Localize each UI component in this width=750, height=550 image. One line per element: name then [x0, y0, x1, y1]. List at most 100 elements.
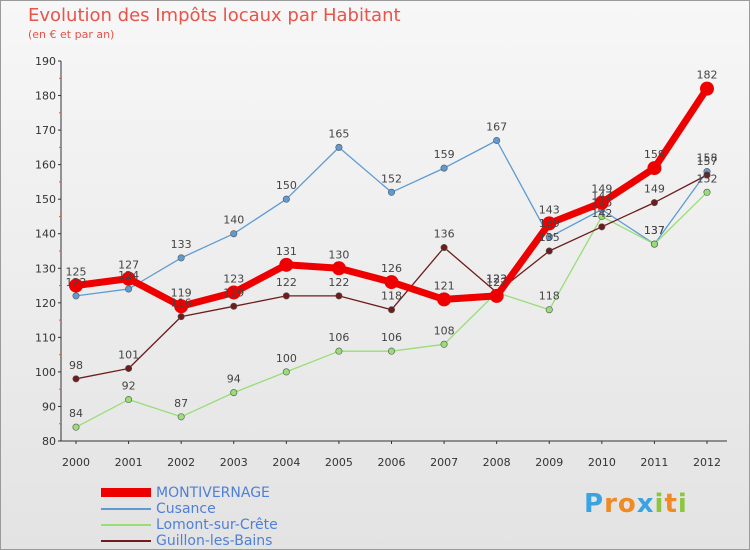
series-point-1: [230, 230, 238, 238]
legend-label-1: Cusance: [156, 501, 216, 517]
series-point-0: [226, 285, 241, 300]
series-point-0: [489, 288, 504, 303]
data-label-2: 87: [174, 397, 188, 410]
data-label-3: 116: [171, 297, 192, 310]
data-label-1: 147: [591, 190, 612, 203]
data-label-1: 124: [118, 269, 139, 282]
data-label-0: 123: [223, 272, 244, 285]
data-label-2: 84: [69, 407, 83, 420]
series-point-3: [545, 247, 553, 255]
x-tick-label: 2000: [62, 456, 90, 469]
data-label-2: 137: [644, 224, 665, 237]
series-point-1: [493, 136, 501, 144]
data-label-2: 94: [227, 373, 241, 386]
series-point-0: [279, 257, 294, 272]
data-label-3: 98: [69, 359, 83, 372]
series-point-0: [594, 195, 609, 210]
data-label-0: 143: [539, 203, 560, 216]
data-label-2: 106: [381, 331, 402, 344]
data-label-1: 122: [66, 276, 87, 289]
series-point-3: [282, 292, 290, 300]
series-point-2: [703, 188, 711, 196]
data-label-0: 125: [66, 266, 87, 279]
data-label-1: 158: [697, 152, 718, 165]
series-point-0: [384, 275, 399, 290]
series-point-3: [598, 223, 606, 231]
y-tick-label: 110: [35, 331, 56, 344]
series-point-3: [72, 375, 80, 383]
x-tick-label: 2009: [535, 456, 563, 469]
y-tick-label: 160: [35, 159, 56, 172]
x-tick-label: 2003: [220, 456, 248, 469]
legend-label-0: MONTIVERNAGE: [156, 485, 270, 501]
data-label-3: 149: [644, 183, 665, 196]
logo-letter-1: r: [604, 489, 618, 519]
x-tick-label: 2012: [693, 456, 721, 469]
y-tick-label: 170: [35, 124, 56, 137]
logo-letter-5: t: [664, 489, 678, 519]
y-tick-label: 80: [42, 435, 56, 448]
data-label-2: 108: [434, 324, 455, 337]
series-point-3: [440, 244, 448, 252]
series-point-3: [125, 364, 133, 372]
series-point-2: [282, 368, 290, 376]
legend-swatch-1: [101, 508, 151, 510]
x-tick-label: 2008: [483, 456, 511, 469]
data-label-3: 135: [539, 231, 560, 244]
data-label-0: 159: [644, 148, 665, 161]
series-point-0: [700, 81, 714, 96]
series-point-0: [437, 292, 452, 307]
data-label-1: 139: [539, 217, 560, 230]
logo-letter-3: x: [636, 489, 655, 519]
data-label-3: 119: [223, 286, 244, 299]
data-label-2: 145: [591, 196, 612, 209]
data-label-2: 92: [122, 380, 136, 393]
logo-letter-2: o: [617, 489, 637, 519]
data-label-2: 118: [539, 290, 560, 303]
data-label-3: 122: [276, 276, 297, 289]
y-tick-label: 100: [35, 366, 56, 379]
logo-letter-6: i: [677, 489, 688, 519]
series-point-0: [69, 278, 83, 293]
chart-subtitle: (en € et par an): [28, 28, 115, 41]
logo-letter-0: P: [584, 489, 605, 519]
series-point-3: [177, 313, 185, 321]
data-label-1: 159: [434, 148, 455, 161]
y-tick-label: 130: [35, 262, 56, 275]
series-point-1: [177, 254, 185, 262]
legend-swatch-2: [101, 524, 151, 526]
data-label-2: 152: [697, 172, 718, 185]
series-point-2: [72, 423, 80, 431]
data-label-1: 167: [486, 120, 507, 133]
data-label-0: 122: [486, 276, 507, 289]
data-label-0: 126: [381, 262, 402, 275]
data-label-1: 137: [644, 224, 665, 237]
series-point-2: [177, 413, 185, 421]
x-tick-label: 2001: [115, 456, 143, 469]
series-point-2: [650, 240, 658, 248]
series-point-2: [440, 340, 448, 348]
series-point-0: [647, 161, 662, 176]
data-label-1: 140: [223, 214, 244, 227]
data-label-0: 182: [697, 69, 718, 82]
data-label-3: 101: [118, 348, 139, 361]
data-label-3: 123: [486, 272, 507, 285]
x-tick-label: 2010: [588, 456, 616, 469]
data-label-2: 100: [276, 352, 297, 365]
series-point-2: [598, 212, 606, 220]
series-point-3: [230, 302, 238, 310]
y-tick-label: 150: [35, 193, 56, 206]
series-point-1: [72, 292, 80, 300]
data-label-3: 157: [697, 155, 718, 168]
series-point-0: [121, 271, 136, 286]
legend-swatch-3: [101, 540, 151, 542]
y-tick-label: 140: [35, 228, 56, 241]
logo-letter-4: i: [654, 489, 665, 519]
legend-label-3: Guillon-les-Bains: [156, 533, 273, 549]
series-point-1: [387, 188, 395, 196]
data-label-1: 152: [381, 172, 402, 185]
data-label-0: 130: [328, 248, 349, 261]
data-label-1: 165: [328, 127, 349, 140]
